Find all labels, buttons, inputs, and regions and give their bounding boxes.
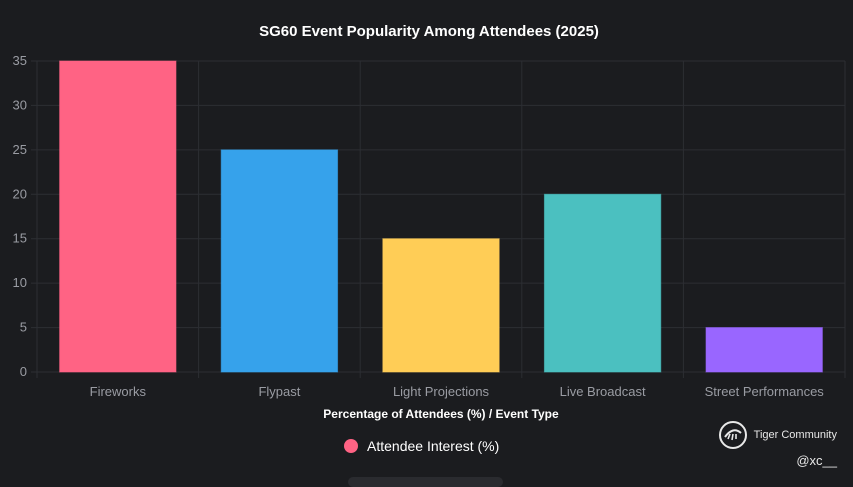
bottom-tab-handle <box>348 477 503 487</box>
watermark-brand: Tiger Community <box>753 429 837 441</box>
y-tick-label: 20 <box>13 186 27 201</box>
bars <box>59 60 823 373</box>
tiger-logo-icon <box>718 421 747 449</box>
bar-live-broadcast[interactable] <box>543 193 662 373</box>
bar-light-projections[interactable] <box>382 238 500 373</box>
y-tick-label: 30 <box>13 97 27 112</box>
y-tick-label: 25 <box>13 142 27 157</box>
y-tick-label: 35 <box>13 53 27 68</box>
bar-fireworks[interactable] <box>59 60 177 373</box>
x-tick-label: Street Performances <box>705 384 825 399</box>
x-tick-label: Live Broadcast <box>560 384 646 399</box>
watermark: Tiger Community <box>718 420 837 450</box>
x-axis-ticks: Fireworks Flypast Light Projections Live Br… <box>90 384 825 399</box>
x-axis-label: Percentage of Attendees (%) / Event Type <box>323 407 559 421</box>
y-tick-label: 10 <box>13 275 27 290</box>
legend-label[interactable]: Attendee Interest (%) <box>367 438 499 454</box>
legend-swatch[interactable] <box>344 439 358 453</box>
bar-flypast[interactable] <box>220 149 339 373</box>
y-axis-ticks: 0 5 10 15 20 25 30 35 <box>13 53 27 379</box>
chart-title: SG60 Event Popularity Among Attendees (2… <box>259 23 599 40</box>
x-tick-label: Flypast <box>258 384 300 399</box>
legend[interactable]: Attendee Interest (%) <box>344 438 499 454</box>
bar-street-performances[interactable] <box>705 327 823 373</box>
y-tick-label: 0 <box>20 364 27 379</box>
x-tick-label: Fireworks <box>90 384 147 399</box>
x-tick-label: Light Projections <box>393 384 490 399</box>
y-tick-label: 5 <box>20 320 27 335</box>
watermark-handle: @xc__ <box>796 453 837 468</box>
y-tick-label: 15 <box>13 231 27 246</box>
